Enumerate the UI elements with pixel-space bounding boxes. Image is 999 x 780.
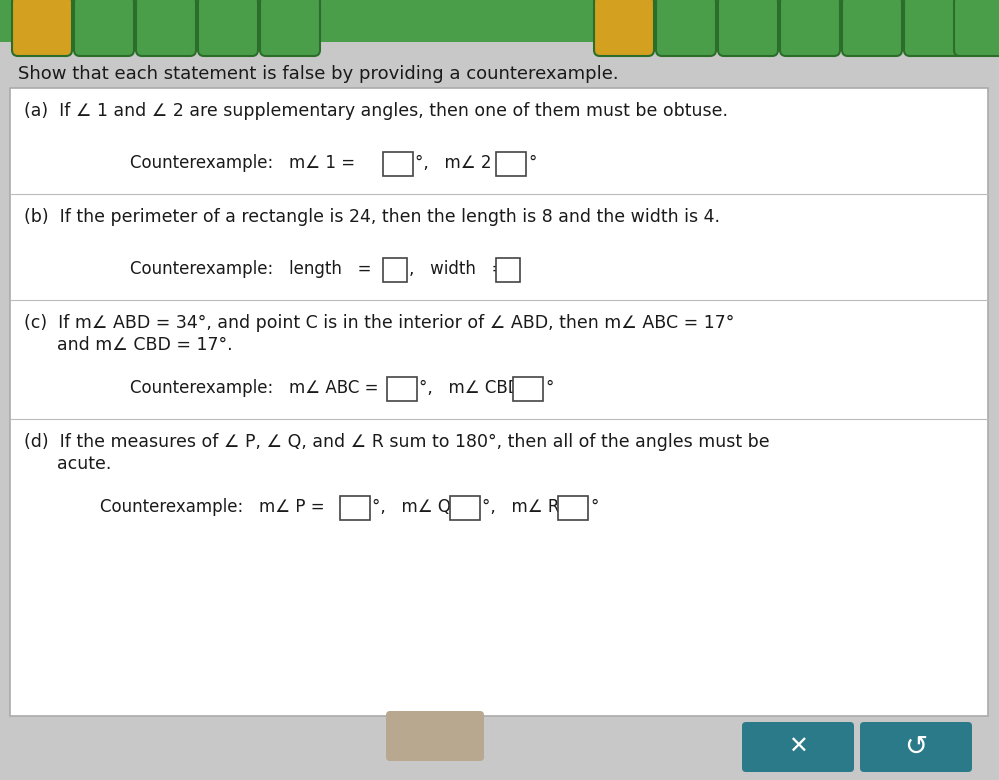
FancyBboxPatch shape <box>0 0 999 42</box>
FancyBboxPatch shape <box>558 496 588 520</box>
FancyBboxPatch shape <box>383 258 407 282</box>
FancyBboxPatch shape <box>860 722 972 772</box>
FancyBboxPatch shape <box>780 0 840 56</box>
Text: Counterexample:   m∠ ABC =: Counterexample: m∠ ABC = <box>130 379 384 397</box>
Text: ,   width   =: , width = <box>409 260 510 278</box>
FancyBboxPatch shape <box>594 0 654 56</box>
FancyBboxPatch shape <box>260 0 320 56</box>
FancyBboxPatch shape <box>387 377 417 401</box>
FancyBboxPatch shape <box>496 152 526 176</box>
FancyBboxPatch shape <box>198 0 258 56</box>
FancyBboxPatch shape <box>954 0 999 56</box>
Text: Counterexample:   length   =: Counterexample: length = <box>130 260 377 278</box>
Text: °,   m∠ CBD =: °, m∠ CBD = <box>419 379 545 397</box>
FancyBboxPatch shape <box>340 496 370 520</box>
Text: acute.: acute. <box>24 455 111 473</box>
FancyBboxPatch shape <box>656 0 716 56</box>
Text: °: ° <box>528 154 536 172</box>
Text: °,   m∠ 2 =: °, m∠ 2 = <box>415 154 515 172</box>
FancyBboxPatch shape <box>450 496 480 520</box>
Text: and m∠ CBD = 17°.: and m∠ CBD = 17°. <box>24 336 233 354</box>
Text: °,   m∠ R =: °, m∠ R = <box>482 498 583 516</box>
FancyBboxPatch shape <box>12 0 72 56</box>
FancyBboxPatch shape <box>383 152 413 176</box>
Text: (b)  If the perimeter of a rectangle is 24, then the length is 8 and the width i: (b) If the perimeter of a rectangle is 2… <box>24 208 720 226</box>
Text: Show that each statement is false by providing a counterexample.: Show that each statement is false by pro… <box>18 65 618 83</box>
Text: °,   m∠ Q =: °, m∠ Q = <box>372 498 476 516</box>
Text: Counterexample:   m∠ 1 =: Counterexample: m∠ 1 = <box>130 154 361 172</box>
FancyBboxPatch shape <box>742 722 854 772</box>
Text: (d)  If the measures of ∠ P, ∠ Q, and ∠ R sum to 180°, then all of the angles mu: (d) If the measures of ∠ P, ∠ Q, and ∠ R… <box>24 433 769 451</box>
FancyBboxPatch shape <box>386 711 484 761</box>
FancyBboxPatch shape <box>74 0 134 56</box>
Text: Counterexample:   m∠ P =: Counterexample: m∠ P = <box>100 498 330 516</box>
FancyBboxPatch shape <box>513 377 543 401</box>
Text: °: ° <box>545 379 553 397</box>
Text: °: ° <box>590 498 598 516</box>
FancyBboxPatch shape <box>10 88 988 716</box>
FancyBboxPatch shape <box>718 0 778 56</box>
FancyBboxPatch shape <box>904 0 964 56</box>
Text: (a)  If ∠ 1 and ∠ 2 are supplementary angles, then one of them must be obtuse.: (a) If ∠ 1 and ∠ 2 are supplementary ang… <box>24 102 728 120</box>
Text: ↺: ↺ <box>904 733 928 761</box>
FancyBboxPatch shape <box>136 0 196 56</box>
Text: ✕: ✕ <box>788 735 808 759</box>
Text: (c)  If m∠ ABD = 34°, and point C is in the interior of ∠ ABD, then m∠ ABC = 17°: (c) If m∠ ABD = 34°, and point C is in t… <box>24 314 734 332</box>
FancyBboxPatch shape <box>496 258 520 282</box>
FancyBboxPatch shape <box>842 0 902 56</box>
